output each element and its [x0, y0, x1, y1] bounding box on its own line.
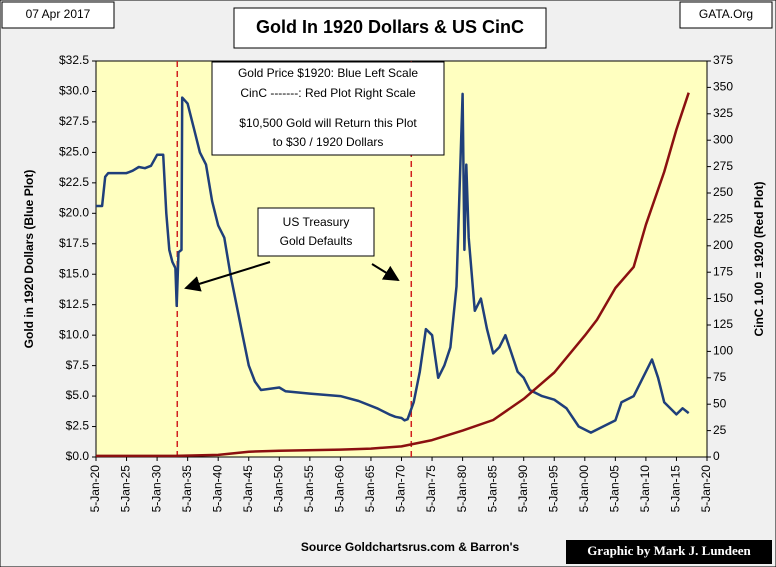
- y-axis-label: Gold in 1920 Dollars (Blue Plot): [22, 170, 36, 349]
- y-tick-label: $30.0: [59, 84, 89, 98]
- y2-tick-label: 350: [713, 80, 733, 94]
- x-tick-label: 5-Jan-95: [546, 465, 560, 513]
- y2-tick-label: 50: [713, 396, 727, 410]
- y-tick-label: $27.5: [59, 114, 89, 128]
- y-tick-label: $32.5: [59, 53, 89, 67]
- x-tick-label: 5-Jan-80: [455, 465, 469, 513]
- marks: $0.0 $2.5 $5.0 $7.5 $10.0 $12.5 $15.0 $17.5 $20.…: [59, 53, 733, 512]
- y-tick-label: $22.5: [59, 175, 89, 189]
- x-tick-label: 5-Jan-00: [577, 465, 591, 513]
- y-tick-label: $5.0: [66, 388, 90, 402]
- x-tick-label: 5-Jan-65: [363, 465, 377, 513]
- y2-tick-label: 275: [713, 159, 733, 173]
- x-tick-label: 5-Jan-90: [516, 465, 530, 513]
- legend-line: CinC -------: Red Plot Right Scale: [240, 86, 416, 100]
- series-line: [96, 92, 690, 458]
- y2-tick-label: 225: [713, 212, 733, 226]
- y2-tick-label: 300: [713, 132, 733, 146]
- y-tick-label: $2.5: [66, 419, 90, 433]
- legend-box: [211, 61, 445, 156]
- x-tick-label: 5-Jan-40: [210, 465, 224, 513]
- x-tick-label: 5-Jan-35: [180, 465, 194, 513]
- y-tick-label: $7.5: [66, 358, 90, 372]
- x-tick-label: 5-Jan-25: [119, 465, 133, 513]
- y2-tick-label: 325: [713, 106, 733, 120]
- y2-tick-label: 250: [713, 185, 733, 199]
- chart-title: Gold In 1920 Dollars & US CinC: [256, 17, 524, 37]
- y-tick-label: $17.5: [59, 236, 89, 250]
- y2-tick-label: 375: [713, 53, 733, 67]
- x-tick-label: 5-Jan-70: [394, 465, 408, 513]
- legend-line: Gold Price $1920: Blue Left Scale: [238, 66, 418, 80]
- y-tick-label: $12.5: [59, 297, 89, 311]
- x-tick-label: 5-Jan-75: [424, 465, 438, 513]
- credit: Graphic by Mark J. Lundeen: [587, 543, 751, 558]
- x-tick-label: 5-Jan-20: [88, 465, 102, 513]
- y2-axis-label: CinC 1.00 = 1920 (Red Plot): [752, 181, 766, 336]
- x-tick-label: 5-Jan-50: [271, 465, 285, 513]
- y2-tick-label: 200: [713, 238, 733, 252]
- y-tick-label: $0.0: [66, 449, 90, 463]
- credit-box: [566, 540, 772, 564]
- y2-tick-label: 125: [713, 317, 733, 331]
- annotation-line: US Treasury: [283, 215, 350, 229]
- annotation-box: [257, 207, 375, 257]
- y2-tick-label: 75: [713, 370, 727, 384]
- title-box: [233, 7, 547, 49]
- x-tick-label: 5-Jan-30: [149, 465, 163, 513]
- y2-tick-label: 175: [713, 264, 733, 278]
- arrow: [184, 261, 271, 292]
- legend-line: $10,500 Gold will Return this Plot: [239, 116, 417, 130]
- y-tick-label: $15.0: [59, 266, 89, 280]
- x-tick-label: 5-Jan-45: [241, 465, 255, 513]
- x-tick-label: 5-Jan-05: [608, 465, 622, 513]
- annotation-line: Gold Defaults: [280, 234, 353, 248]
- site-box: [679, 1, 773, 29]
- y-tick-label: $25.0: [59, 145, 89, 159]
- series-line: [96, 92, 690, 434]
- x-tick-label: 5-Jan-55: [302, 465, 316, 513]
- x-tick-label: 5-Jan-60: [333, 465, 347, 513]
- x-tick-label: 5-Jan-85: [485, 465, 499, 513]
- x-tick-label: 5-Jan-10: [638, 465, 652, 513]
- date-box: [1, 1, 115, 29]
- y2-tick-label: 25: [713, 423, 727, 437]
- source: Source Goldchartsrus.com & Barron's: [301, 540, 520, 554]
- site: GATA.Org: [699, 7, 753, 21]
- x-tick-label: 5-Jan-15: [669, 465, 683, 513]
- arrow: [371, 263, 400, 282]
- legend-line: to $30 / 1920 Dollars: [273, 135, 384, 149]
- y2-tick-label: 100: [713, 344, 733, 358]
- y-tick-label: $20.0: [59, 205, 89, 219]
- y2-tick-label: 0: [713, 449, 720, 463]
- x-tick-label: 5-Jan-20: [699, 465, 713, 513]
- y2-tick-label: 150: [713, 291, 733, 305]
- y-tick-label: $10.0: [59, 327, 89, 341]
- date: 07 Apr 2017: [26, 7, 91, 21]
